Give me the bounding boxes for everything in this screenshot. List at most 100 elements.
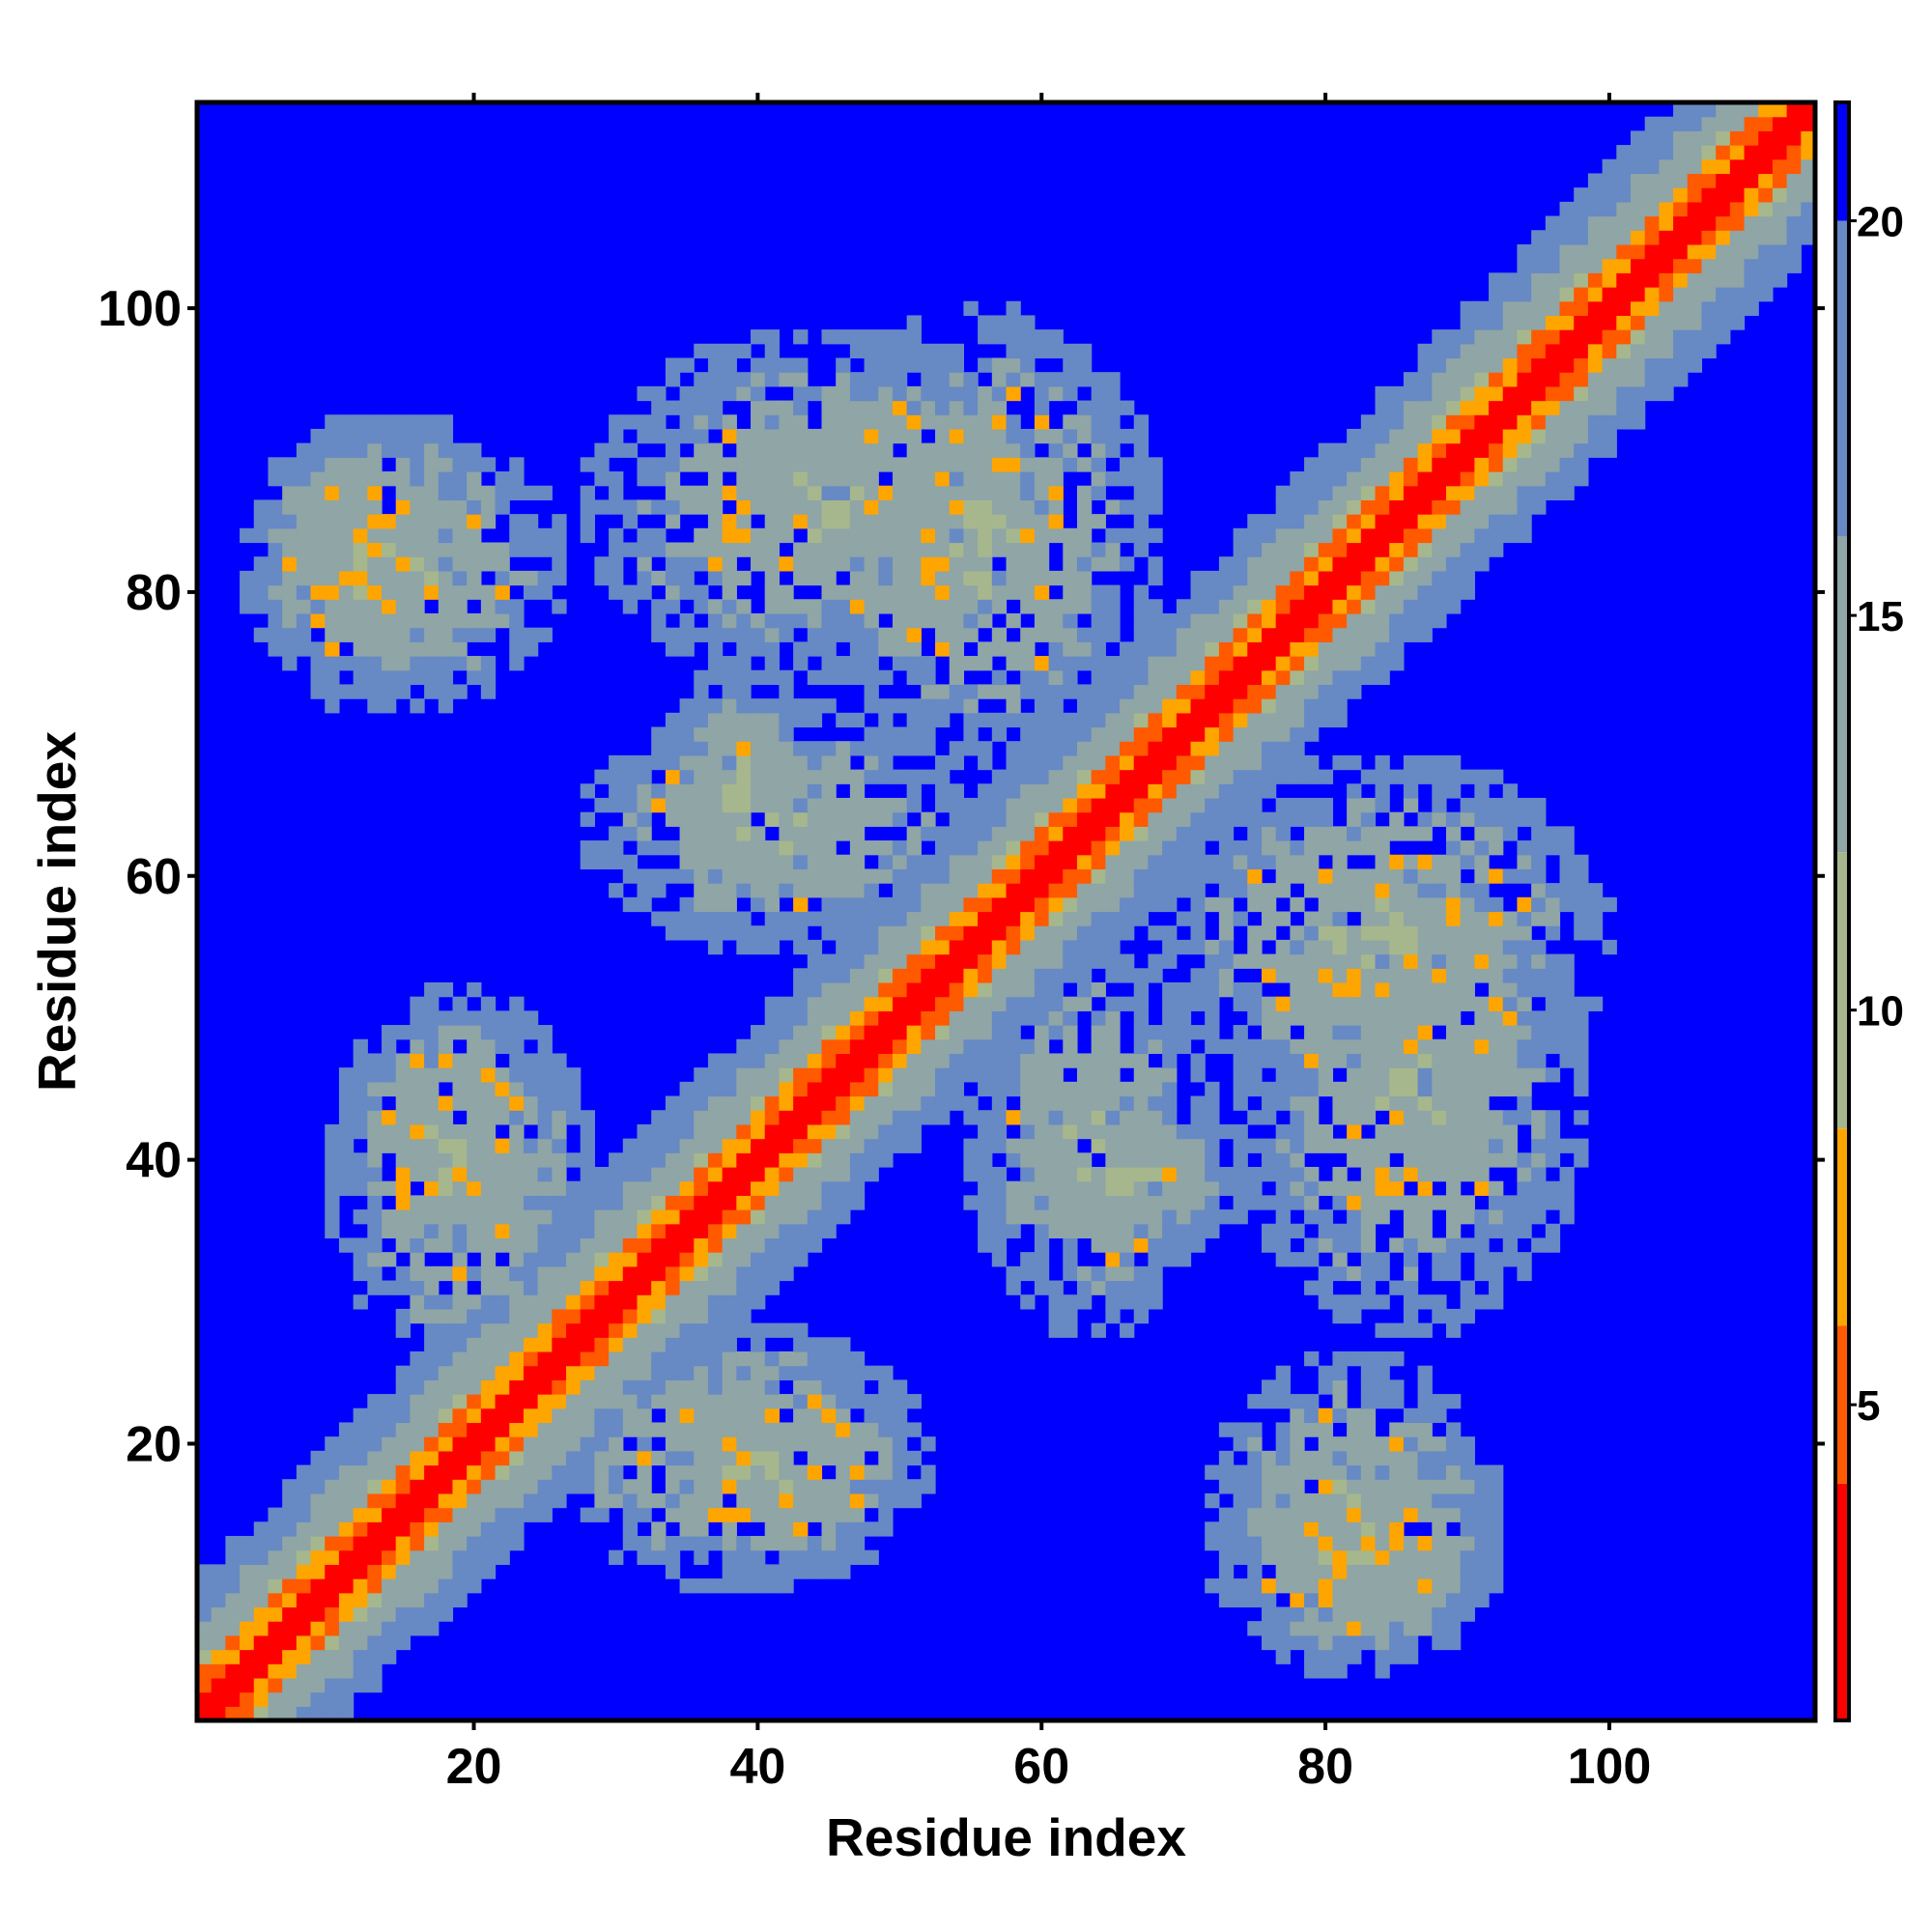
heatmap-cell bbox=[622, 1350, 639, 1367]
heatmap-cell bbox=[878, 1053, 894, 1068]
heatmap-cell bbox=[949, 1038, 965, 1055]
heatmap-cell bbox=[878, 1507, 894, 1522]
heatmap-cell bbox=[1432, 1621, 1447, 1636]
heatmap-cell bbox=[438, 1180, 454, 1196]
heatmap-cell bbox=[821, 1209, 837, 1225]
heatmap-cell bbox=[424, 471, 440, 487]
heatmap-cell bbox=[722, 1195, 737, 1210]
heatmap-cell bbox=[991, 1025, 1008, 1040]
heatmap-cell bbox=[949, 612, 965, 629]
heatmap-cell bbox=[353, 1152, 368, 1168]
heatmap-cell bbox=[1020, 442, 1036, 458]
heatmap-cell bbox=[1176, 641, 1192, 657]
heatmap-cell bbox=[1445, 343, 1462, 359]
heatmap-cell bbox=[1275, 741, 1291, 756]
heatmap-cell bbox=[793, 599, 809, 614]
heatmap-cell bbox=[906, 1422, 922, 1437]
heatmap-cell bbox=[1347, 485, 1362, 500]
heatmap-cell bbox=[424, 981, 440, 998]
heatmap-cell bbox=[963, 925, 979, 941]
heatmap-cell bbox=[268, 1634, 283, 1651]
heatmap-cell bbox=[268, 527, 283, 544]
heatmap-cell bbox=[779, 1564, 794, 1579]
heatmap-cell bbox=[240, 1549, 255, 1565]
heatmap-cell bbox=[424, 1464, 440, 1480]
heatmap-cell bbox=[1445, 854, 1462, 870]
heatmap-cell bbox=[509, 1138, 525, 1153]
heatmap-cell bbox=[1133, 854, 1150, 870]
heatmap-cell bbox=[1261, 968, 1277, 983]
heatmap-cell bbox=[438, 1053, 454, 1068]
heatmap-cell bbox=[1304, 1621, 1320, 1636]
heatmap-cell bbox=[467, 1407, 482, 1424]
heatmap-cell bbox=[1034, 584, 1050, 600]
heatmap-cell bbox=[1360, 471, 1377, 487]
heatmap-cell bbox=[1205, 656, 1220, 671]
heatmap-cell bbox=[1474, 1564, 1490, 1579]
heatmap-cell bbox=[1020, 684, 1036, 699]
heatmap-cell bbox=[1403, 1280, 1419, 1295]
heatmap-cell bbox=[424, 1223, 440, 1239]
heatmap-cell bbox=[509, 1337, 525, 1352]
heatmap-cell bbox=[1063, 1180, 1078, 1196]
heatmap-cell bbox=[1275, 868, 1291, 884]
heatmap-cell bbox=[679, 854, 695, 870]
heatmap-cell bbox=[694, 868, 709, 884]
heatmap-cell bbox=[1417, 1592, 1433, 1608]
heatmap-cell bbox=[1347, 514, 1362, 529]
heatmap-cell bbox=[849, 485, 866, 500]
heatmap-cell bbox=[722, 1265, 737, 1282]
heatmap-cell bbox=[1403, 372, 1419, 387]
heatmap-cell bbox=[921, 811, 936, 827]
heatmap-cell bbox=[1432, 968, 1447, 983]
heatmap-cell bbox=[1034, 1180, 1050, 1196]
heatmap-cell bbox=[736, 1492, 752, 1509]
heatmap-cell bbox=[679, 1138, 695, 1153]
heatmap-cell bbox=[1105, 372, 1121, 387]
heatmap-cell bbox=[1332, 1549, 1348, 1565]
heatmap-cell bbox=[580, 1394, 595, 1409]
heatmap-cell bbox=[1091, 669, 1106, 686]
heatmap-cell bbox=[1347, 1110, 1362, 1125]
heatmap-cell bbox=[367, 442, 383, 458]
heatmap-cell bbox=[1375, 1025, 1390, 1040]
heatmap-cell bbox=[1460, 1606, 1475, 1622]
heatmap-cell bbox=[1445, 556, 1462, 572]
heatmap-cell bbox=[764, 783, 781, 799]
heatmap-cell bbox=[382, 656, 397, 671]
heatmap-cell bbox=[424, 556, 440, 572]
heatmap-cell bbox=[1133, 1237, 1150, 1253]
heatmap-cell bbox=[622, 1394, 639, 1409]
heatmap-cell bbox=[707, 840, 724, 856]
heatmap-cell bbox=[1247, 840, 1263, 856]
heatmap-cell bbox=[1360, 797, 1377, 813]
heatmap-cell bbox=[637, 1350, 652, 1367]
heatmap-cell bbox=[1020, 712, 1036, 728]
heatmap-cell bbox=[849, 329, 866, 345]
heatmap-cell bbox=[1148, 612, 1163, 629]
heatmap-cell bbox=[382, 414, 397, 430]
heatmap-cell bbox=[1034, 343, 1050, 359]
heatmap-cell bbox=[523, 1294, 539, 1310]
heatmap-cell bbox=[1133, 896, 1150, 913]
heatmap-cell bbox=[963, 556, 979, 572]
heatmap-cell bbox=[253, 1663, 270, 1679]
heatmap-cell bbox=[594, 442, 610, 458]
heatmap-cell bbox=[1148, 457, 1163, 472]
heatmap-cell bbox=[793, 1067, 809, 1083]
heatmap-cell bbox=[1020, 1195, 1036, 1210]
heatmap-cell bbox=[1162, 996, 1178, 1011]
heatmap-cell bbox=[438, 698, 454, 714]
heatmap-cell bbox=[1432, 372, 1447, 387]
heatmap-cell bbox=[651, 1337, 667, 1352]
heatmap-cell bbox=[268, 514, 283, 529]
heatmap-cell bbox=[694, 414, 709, 430]
heatmap-cell bbox=[1375, 527, 1390, 544]
heatmap-cell bbox=[1318, 826, 1334, 841]
heatmap-cell bbox=[821, 698, 837, 714]
heatmap-cell bbox=[1375, 584, 1390, 600]
heatmap-cell bbox=[1275, 968, 1291, 983]
heatmap-cell bbox=[367, 1507, 383, 1522]
heatmap-cell bbox=[537, 1350, 553, 1367]
heatmap-cell bbox=[1445, 1394, 1462, 1409]
